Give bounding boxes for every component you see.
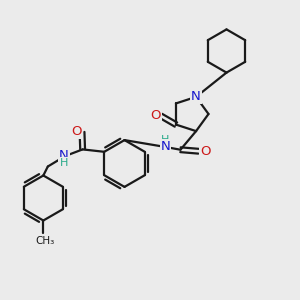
Text: O: O [71, 125, 81, 138]
Text: O: O [150, 110, 161, 122]
Text: CH₃: CH₃ [35, 236, 55, 246]
Text: H: H [60, 158, 68, 168]
Text: N: N [160, 140, 170, 153]
Text: O: O [200, 145, 210, 158]
Text: N: N [191, 90, 201, 104]
Text: N: N [59, 149, 69, 162]
Text: H: H [161, 134, 169, 145]
